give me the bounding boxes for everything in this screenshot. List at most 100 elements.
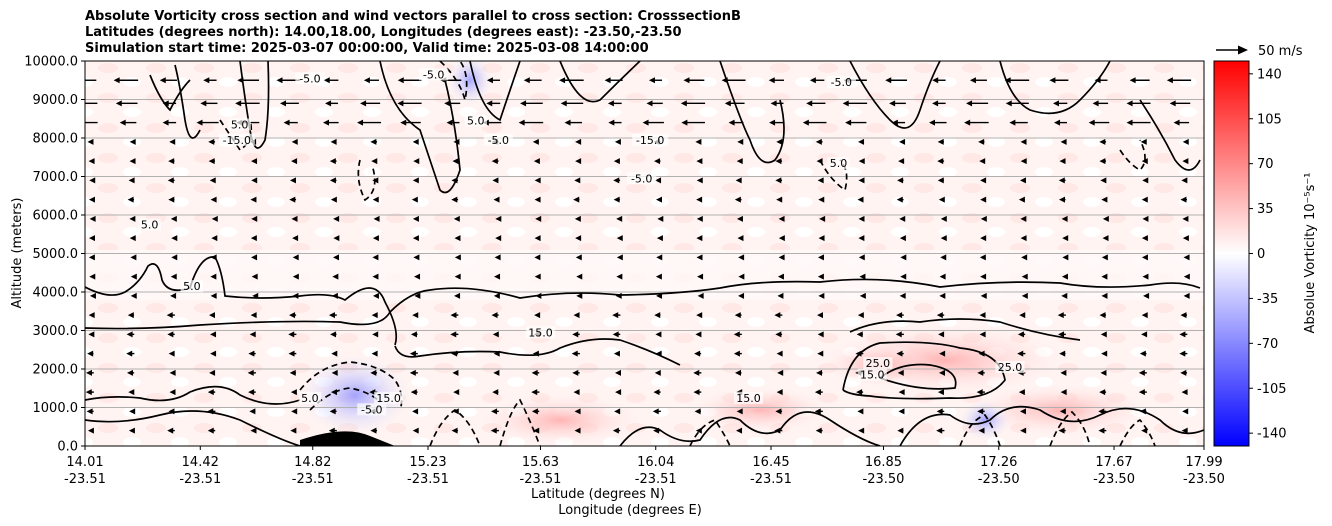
wind-vector-head (414, 273, 421, 280)
wind-vector-head (737, 235, 744, 242)
wind-vector-head (898, 158, 905, 165)
wind-vector-head (897, 369, 904, 376)
wind-vector-head (162, 119, 169, 126)
wind-vector-head (656, 254, 663, 261)
y-tick-label: 5000.0 (33, 247, 79, 262)
wind-vector-head (768, 77, 775, 84)
wind-vector-head (1020, 138, 1027, 145)
wind-vector-head (331, 350, 338, 357)
wind-vector-head (818, 235, 825, 242)
wind-vector-head (531, 369, 538, 376)
chart-title: Absolute Vorticity cross section and win… (85, 9, 741, 57)
wind-vector-head (1018, 196, 1025, 203)
wind-vector-head (693, 389, 700, 396)
wind-vector-head (900, 273, 907, 280)
wind-vector-head (451, 427, 458, 434)
wind-vector-head (1181, 427, 1188, 434)
wind-vector-head (939, 350, 946, 357)
wind-vector-head (858, 235, 865, 242)
wind-vector-head (196, 119, 203, 126)
wind-vector-head (1062, 235, 1069, 242)
wind-vector-head (249, 331, 256, 338)
wind-vector-head (1141, 158, 1148, 165)
wind-vector-head (899, 292, 906, 299)
contour-label-text: -15.0 (223, 134, 251, 147)
wind-vector-head (819, 215, 826, 222)
wind-vector-head (113, 77, 120, 84)
wind-vector-head (412, 235, 419, 242)
wind-vector-head (372, 273, 379, 280)
wind-vector-head (1140, 138, 1147, 145)
wind-vector-head (89, 215, 96, 222)
wind-vector-head (412, 408, 419, 415)
wind-vector-head (1054, 119, 1061, 126)
wind-vector-head (332, 273, 339, 280)
wind-vector-head (1183, 292, 1190, 299)
contour-positive (719, 61, 785, 164)
contour-positive (469, 61, 521, 122)
wind-vector-head (1005, 100, 1012, 107)
contour-positive (899, 405, 1204, 446)
wind-vector-head (980, 215, 987, 222)
wind-vector-head (453, 215, 460, 222)
wind-vector-head (168, 196, 175, 203)
wind-vector-head (733, 350, 740, 357)
wind-vector-head (372, 331, 379, 338)
contour-positive (379, 61, 461, 194)
wind-vector-head (858, 177, 865, 184)
wind-vector-head (857, 408, 864, 415)
wind-vector-head (251, 273, 258, 280)
wind-vector-head (446, 119, 453, 126)
wind-vector-head (87, 138, 94, 145)
wind-vector-head (736, 215, 743, 222)
wind-vector-head (1092, 100, 1099, 107)
wind-vector-head (814, 389, 821, 396)
wind-vector-head (1143, 292, 1150, 299)
wind-vector-head (613, 196, 620, 203)
wind-vector-head (1100, 369, 1107, 376)
wind-vector-head (573, 196, 580, 203)
wind-vector-head (250, 196, 257, 203)
wind-vector-head (736, 427, 743, 434)
wind-vector-head (127, 196, 134, 203)
wind-vector-head (681, 119, 688, 126)
wind-vector-head (412, 312, 419, 319)
contour-label-bg (627, 172, 657, 185)
wind-vector-head (737, 138, 744, 145)
wind-vector-head (1053, 100, 1060, 107)
wind-vector-head (1004, 77, 1011, 84)
wind-vector-head (656, 235, 663, 242)
wind-vector-head (738, 292, 745, 299)
wind-vector-head (654, 369, 661, 376)
wind-vector-head (777, 292, 784, 299)
wind-vector-head (1059, 350, 1066, 357)
wind-vector-head (738, 273, 745, 280)
wind-vector-head (778, 215, 785, 222)
contour-label: 5.0 (180, 280, 204, 293)
wind-vector-head (655, 331, 662, 338)
wind-vector-head (899, 235, 906, 242)
wind-vector-head (939, 369, 946, 376)
wind-vector-head (1102, 235, 1109, 242)
y-tick-label: 10000.0 (24, 55, 78, 70)
wind-vector-head (292, 273, 299, 280)
wind-vector-head (1101, 292, 1108, 299)
contour-label-bg (228, 118, 251, 131)
wind-vectors (85, 77, 1192, 434)
colorbar-tick-label: 70 (1257, 157, 1274, 172)
wind-vector-head (1126, 100, 1133, 107)
wind-vector-head (373, 215, 380, 222)
wind-vector-head (491, 312, 498, 319)
wind-vector-head (613, 158, 620, 165)
wind-vector-head (291, 408, 298, 415)
colorbar-tick-label: 105 (1257, 112, 1282, 127)
wind-vector-head (936, 427, 943, 434)
wind-vector-head (292, 254, 299, 261)
wind-vector-head (859, 292, 866, 299)
x-tick-label-lon: -23.50 (978, 472, 1020, 487)
wind-vector-head (1020, 158, 1027, 165)
contour-label: 15.0 (525, 326, 556, 339)
contour-label-text: 25.0 (866, 357, 891, 370)
wind-vector-head (1181, 177, 1188, 184)
wind-vector-head (1094, 77, 1101, 84)
